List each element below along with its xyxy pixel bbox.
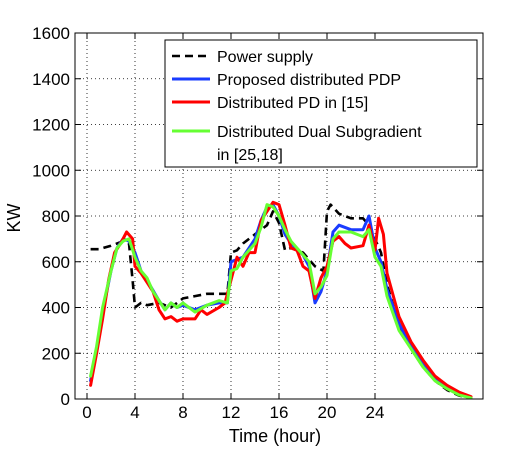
y-tick-label: 1200 bbox=[32, 116, 70, 135]
y-tick-label: 0 bbox=[61, 390, 70, 409]
y-tick-label: 600 bbox=[42, 253, 70, 272]
legend-label-2: Distributed PD in [15] bbox=[217, 95, 368, 112]
y-tick-label: 1400 bbox=[32, 70, 70, 89]
legend-label-1: Proposed distributed PDP bbox=[217, 72, 401, 89]
legend-label-3: Distributed Dual Subgradient bbox=[217, 124, 422, 141]
x-tick-label: 4 bbox=[130, 403, 139, 422]
series-line-3 bbox=[89, 203, 473, 400]
x-tick-label: 8 bbox=[178, 403, 187, 422]
y-tick-label: 800 bbox=[42, 207, 70, 226]
series-line-0 bbox=[90, 203, 472, 400]
x-tick-label: 16 bbox=[270, 403, 289, 422]
x-tick-label: 24 bbox=[366, 403, 385, 422]
legend-label-0: Power supply bbox=[217, 49, 313, 66]
x-axis-title: Time (hour) bbox=[229, 426, 321, 446]
x-tick-label: 0 bbox=[82, 403, 91, 422]
y-tick-label: 200 bbox=[42, 344, 70, 363]
legend: Power supply Proposed distributed PDP Dist… bbox=[164, 39, 478, 168]
x-tick-label: 20 bbox=[318, 403, 337, 422]
y-tick-label: 1000 bbox=[32, 161, 70, 180]
legend-box bbox=[164, 39, 478, 168]
legend-label-3-line2: in [25,18] bbox=[217, 147, 283, 164]
y-tick-label: 1600 bbox=[32, 24, 70, 43]
y-tick-label: 400 bbox=[42, 299, 70, 318]
x-tick-label: 12 bbox=[222, 403, 241, 422]
y-axis-title: KW bbox=[4, 203, 24, 232]
